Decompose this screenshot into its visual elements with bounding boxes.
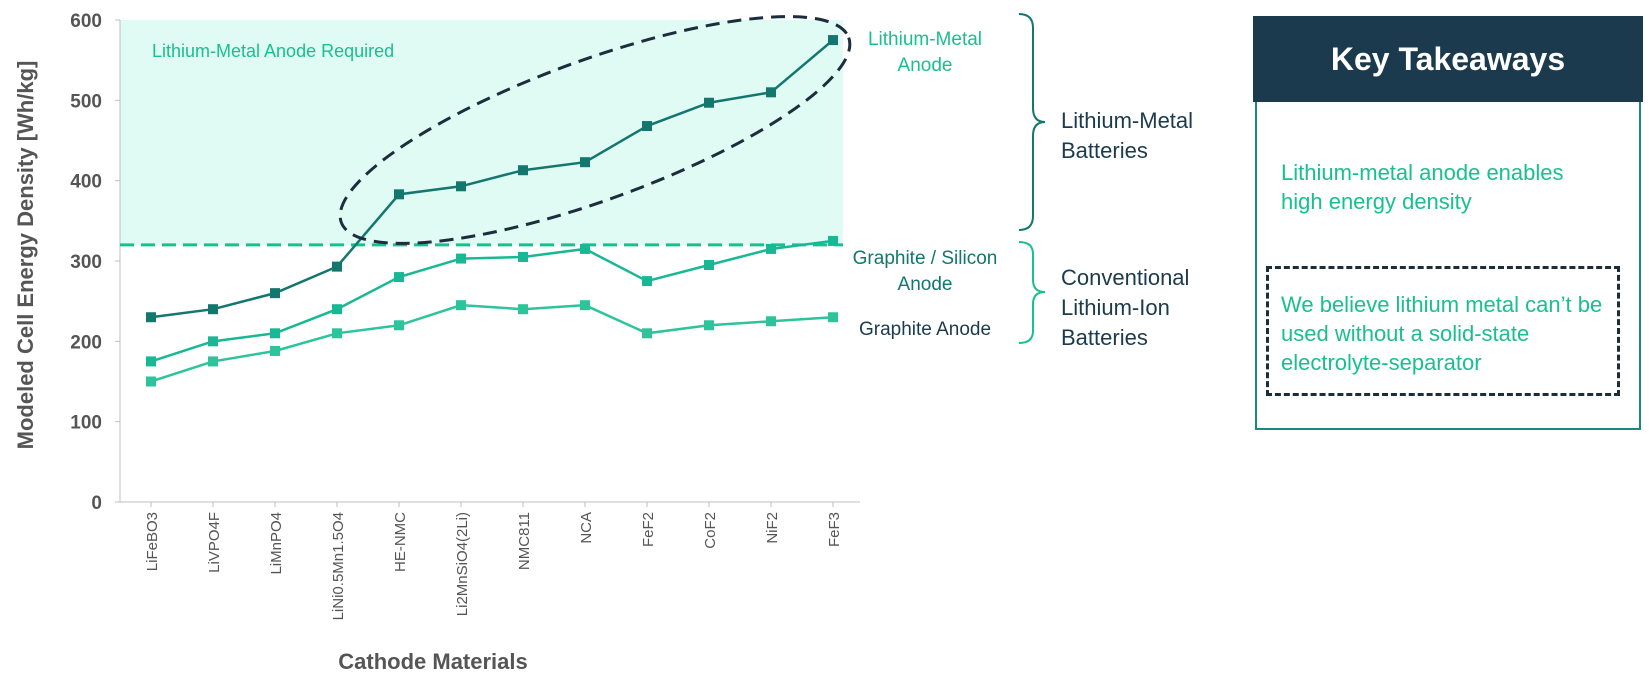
x-tick-label: NMC811 xyxy=(516,512,533,570)
data-point xyxy=(208,356,218,367)
x-tick-label: NCA xyxy=(578,512,595,544)
data-point xyxy=(456,181,466,192)
series-label-graphite-silicon: Graphite / Silicon Anode xyxy=(853,248,998,295)
data-point xyxy=(332,328,342,339)
data-point xyxy=(704,97,714,108)
data-point xyxy=(642,276,652,287)
y-tick-label: 100 xyxy=(70,413,102,434)
data-point xyxy=(332,304,342,315)
x-tick-label: Li2MnSiO4(2Li) xyxy=(454,512,471,616)
x-tick-label: LiMnPO4 xyxy=(268,512,285,575)
series-line xyxy=(150,303,834,383)
data-point xyxy=(828,312,838,323)
data-point xyxy=(394,272,404,283)
lithium-metal-required-region xyxy=(120,20,843,245)
data-point xyxy=(766,87,776,98)
data-point xyxy=(146,356,156,367)
x-axis-title: Cathode Materials xyxy=(338,649,528,674)
data-point xyxy=(456,253,466,264)
data-point xyxy=(208,336,218,347)
data-point xyxy=(518,304,528,315)
data-point xyxy=(270,288,280,299)
x-tick-label: HE-NMC xyxy=(392,512,409,572)
data-point xyxy=(208,304,218,315)
data-point xyxy=(704,320,714,331)
x-tick-label: NiF2 xyxy=(764,512,781,544)
series-line xyxy=(150,39,834,319)
region-label: Lithium-Metal Anode Required xyxy=(152,41,394,61)
y-tick-label: 0 xyxy=(91,493,102,514)
data-point xyxy=(270,345,280,356)
y-tick-labels: 0 100 200 300 400 500 600 xyxy=(70,11,102,514)
key-takeaways-panel xyxy=(1255,102,1641,430)
data-point xyxy=(580,243,590,254)
data-point xyxy=(766,316,776,327)
axes xyxy=(115,19,860,507)
data-point xyxy=(332,261,342,272)
x-tick-label: CoF2 xyxy=(702,512,719,549)
data-point xyxy=(270,328,280,339)
y-tick-label: 200 xyxy=(70,332,102,353)
data-point xyxy=(704,260,714,271)
x-tick-label: LiVPO4F xyxy=(206,512,223,573)
takeaway-callout-box xyxy=(1266,266,1620,396)
x-tick-label: FeF3 xyxy=(826,512,843,547)
y-axis-title: Modeled Cell Energy Density [Wh/kg] xyxy=(13,61,38,450)
data-point xyxy=(394,189,404,200)
series-line xyxy=(150,239,834,363)
data-point xyxy=(146,376,156,387)
data-point xyxy=(580,157,590,168)
x-tick-label: LiNi0.5Mn1.5O4 xyxy=(330,512,347,620)
data-point xyxy=(456,300,466,311)
data-point xyxy=(828,235,838,246)
data-point xyxy=(580,300,590,311)
data-point xyxy=(146,312,156,323)
key-takeaways-header: Key Takeaways xyxy=(1253,16,1643,102)
x-tick-label: LiFeBO3 xyxy=(144,512,161,571)
series-label-lithium-metal: Lithium-Metal Anode xyxy=(868,29,982,76)
series-label-graphite: Graphite Anode xyxy=(859,319,991,340)
y-tick-label: 400 xyxy=(70,172,102,193)
data-point xyxy=(518,165,528,176)
x-tick-labels: LiFeBO3 LiVPO4F LiMnPO4 LiNi0.5Mn1.5O4 HE-NM… xyxy=(144,512,843,621)
data-point xyxy=(394,320,404,331)
data-point xyxy=(642,121,652,132)
y-tick-label: 600 xyxy=(70,11,102,32)
data-point xyxy=(828,35,838,46)
takeaway-2: We believe lithium metal can’t be used w… xyxy=(1281,292,1603,375)
series-layer xyxy=(146,35,838,387)
takeaway-1: Lithium-metal anode enables high energy … xyxy=(1281,160,1564,214)
brace-conventional xyxy=(1018,241,1046,344)
x-tick-label: FeF2 xyxy=(640,512,657,547)
data-point xyxy=(518,251,528,262)
group-label-conventional: Conventional Lithium-Ion Batteries xyxy=(1061,265,1189,350)
group-label-lithium-metal: Lithium-Metal Batteries xyxy=(1061,108,1193,163)
y-tick-label: 300 xyxy=(70,252,102,273)
data-point xyxy=(766,243,776,254)
data-point xyxy=(642,328,652,339)
brace-lithium-metal xyxy=(1018,13,1046,231)
y-tick-label: 500 xyxy=(70,91,102,112)
